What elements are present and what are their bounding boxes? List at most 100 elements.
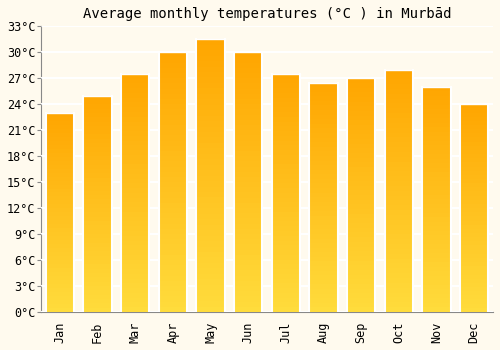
Bar (347, 260, 376, 265)
Bar (422, 276, 450, 280)
Bar (422, 299, 450, 303)
Bar (234, 110, 262, 114)
Bar (385, 108, 413, 113)
Bar (84, 225, 112, 230)
Bar (84, 156, 112, 160)
Bar (46, 157, 74, 161)
Bar (347, 232, 376, 237)
Bar (272, 279, 300, 284)
Bar (121, 255, 150, 260)
Bar (272, 183, 300, 188)
Bar (385, 79, 413, 84)
Bar (422, 100, 450, 105)
Bar (422, 195, 450, 199)
Bar (121, 141, 150, 145)
Bar (460, 121, 488, 125)
Bar (121, 74, 150, 79)
Bar (121, 183, 150, 188)
Bar (460, 229, 488, 233)
Bar (310, 92, 338, 96)
Bar (422, 280, 450, 285)
Bar (460, 138, 488, 142)
Bar (234, 286, 262, 291)
Bar (121, 240, 150, 245)
Bar (385, 239, 413, 244)
Bar (347, 237, 376, 242)
Bar (385, 259, 413, 264)
Bar (234, 135, 262, 141)
Bar (310, 275, 338, 280)
Bar (385, 152, 413, 157)
Bar (422, 96, 450, 100)
Bar (121, 288, 150, 293)
Bar (460, 300, 488, 304)
Bar (121, 226, 150, 231)
Bar (310, 211, 338, 216)
Bar (422, 127, 450, 132)
Bar (158, 275, 187, 281)
Bar (158, 213, 187, 218)
Bar (196, 208, 224, 214)
Bar (460, 142, 488, 146)
Bar (196, 165, 224, 170)
Bar (422, 199, 450, 204)
Bar (121, 155, 150, 160)
Bar (84, 104, 112, 108)
Bar (347, 190, 376, 195)
Bar (121, 302, 150, 307)
Bar (121, 164, 150, 169)
Bar (310, 128, 338, 133)
Bar (158, 146, 187, 151)
Bar (385, 147, 413, 152)
Bar (310, 161, 338, 165)
Bar (460, 125, 488, 129)
Bar (121, 231, 150, 236)
Bar (121, 145, 150, 150)
Bar (272, 98, 300, 103)
Bar (234, 57, 262, 63)
Bar (46, 169, 74, 173)
Bar (385, 254, 413, 259)
Bar (196, 66, 224, 72)
Bar (158, 208, 187, 213)
Bar (422, 303, 450, 307)
Bar (422, 294, 450, 299)
Bar (422, 272, 450, 276)
Bar (422, 87, 450, 91)
Bar (460, 295, 488, 300)
Bar (84, 230, 112, 234)
Bar (422, 222, 450, 226)
Bar (46, 201, 74, 204)
Bar (46, 260, 74, 264)
Bar (460, 233, 488, 237)
Bar (84, 139, 112, 143)
Bar (422, 114, 450, 118)
Bar (347, 130, 376, 134)
Bar (310, 266, 338, 271)
Bar (196, 192, 224, 197)
Bar (196, 110, 224, 116)
Bar (46, 276, 74, 280)
Bar (272, 112, 300, 117)
Bar (84, 134, 112, 139)
Bar (196, 170, 224, 176)
Bar (272, 193, 300, 198)
Bar (272, 93, 300, 98)
Bar (422, 150, 450, 154)
Bar (121, 121, 150, 126)
Bar (385, 142, 413, 147)
Bar (234, 99, 262, 104)
Bar (310, 115, 338, 119)
Bar (385, 210, 413, 215)
Bar (46, 308, 74, 312)
Bar (422, 285, 450, 289)
Bar (196, 252, 224, 257)
Bar (422, 249, 450, 253)
Bar (310, 142, 338, 147)
Bar (347, 293, 376, 298)
Bar (310, 170, 338, 174)
Bar (196, 257, 224, 263)
Bar (272, 269, 300, 274)
Bar (84, 147, 112, 152)
Bar (385, 84, 413, 89)
